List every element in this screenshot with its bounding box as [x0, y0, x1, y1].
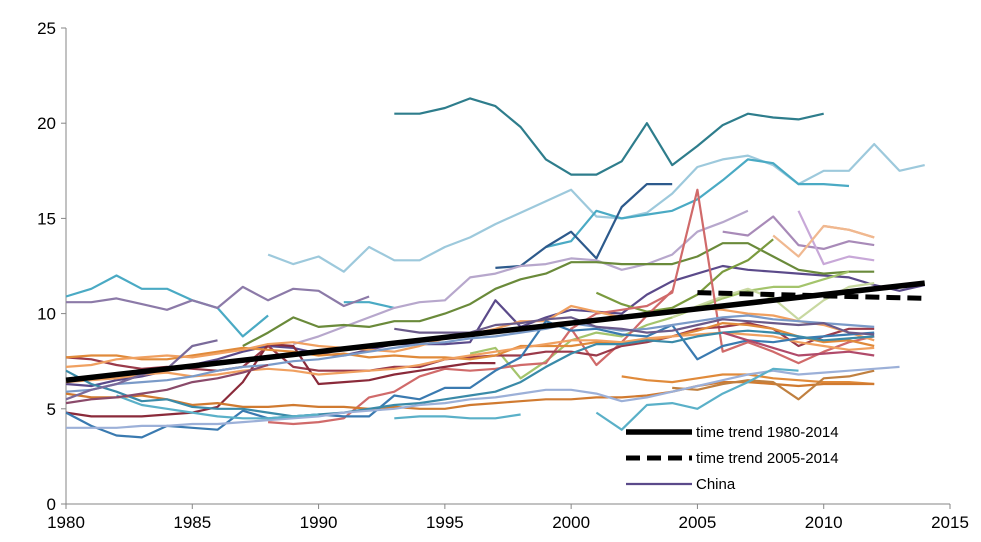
axes: 0 5 10 15 20 25 1980 1985 1990 1995 2000 2005 2010 20…: [37, 19, 969, 532]
series-line-6: [495, 183, 673, 269]
y-tick-label: 20: [37, 114, 56, 133]
x-tick-label: 2015: [931, 513, 969, 532]
series-line-4: [545, 158, 850, 249]
series-line-35: [797, 210, 875, 266]
series-line-29: [116, 394, 319, 420]
series-line-3: [65, 274, 269, 338]
series-lines: [65, 97, 925, 439]
y-tick-label: 5: [47, 400, 56, 419]
x-tick-label: 2010: [805, 513, 843, 532]
series-line-36: [772, 224, 875, 258]
legend-label-1: time trend 1980-2014: [696, 424, 839, 441]
trend-line-1980-2014: [65, 280, 926, 383]
x-tick-label: 1980: [47, 513, 85, 532]
trend-lines: [65, 280, 926, 383]
series-line-15: [268, 290, 673, 426]
series-line-34: [722, 215, 875, 250]
x-tick-label: 1990: [300, 513, 338, 532]
trend-line-2005-2014: [697, 290, 925, 301]
x-tick-label: 1985: [173, 513, 211, 532]
x-tick-label: 1995: [426, 513, 464, 532]
series-line-23: [65, 331, 875, 384]
series-line-8: [292, 209, 749, 346]
series-line-14: [570, 188, 875, 365]
y-tick-label: 15: [37, 209, 56, 228]
x-tick-label: 2000: [552, 513, 590, 532]
series-line-2: [267, 143, 925, 273]
series-line-18: [65, 322, 875, 361]
series-line-17: [65, 343, 496, 418]
y-tick-label: 0: [47, 495, 56, 514]
series-line-11: [595, 238, 774, 313]
y-tick-label: 25: [37, 19, 56, 38]
series-line-28: [66, 365, 900, 429]
y-tick-label: 10: [37, 305, 56, 324]
series-line-24: [672, 369, 875, 401]
series-line-1: [394, 97, 824, 176]
series-line-26: [65, 329, 875, 418]
series-line-7: [66, 285, 370, 311]
series-line-38: [722, 331, 875, 357]
series-line-27: [65, 314, 875, 393]
series-line-10: [242, 242, 875, 347]
legend-label-3: China: [696, 476, 736, 493]
x-tick-label: 2005: [679, 513, 717, 532]
legend-label-2: time trend 2005-2014: [696, 450, 839, 467]
series-line-25: [65, 320, 875, 439]
series-line-30: [595, 367, 799, 431]
series-line-12: [469, 270, 850, 380]
series-line-37: [65, 363, 269, 405]
series-line-32: [65, 339, 218, 401]
legend: time trend 1980-2014 time trend 2005-2014…: [626, 424, 839, 493]
series-line-31: [394, 413, 521, 420]
series-line-9: [65, 264, 925, 388]
series-line-33: [394, 316, 875, 336]
